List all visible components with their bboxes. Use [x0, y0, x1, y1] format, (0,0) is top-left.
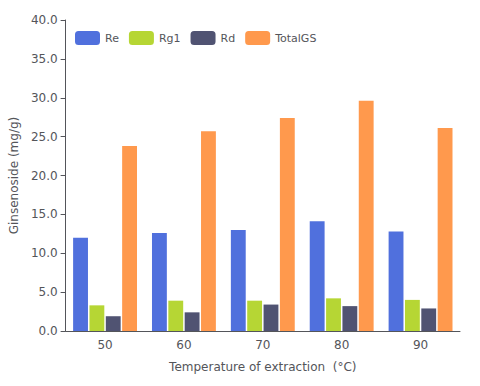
svg-text:TotalGS: TotalGS: [274, 32, 316, 45]
svg-text:80: 80: [334, 338, 349, 352]
svg-text:5.0: 5.0: [39, 285, 58, 299]
svg-text:Rg1: Rg1: [159, 32, 181, 45]
svg-text:Ginsenoside (mg/g): Ginsenoside (mg/g): [7, 117, 21, 235]
svg-text:0.0: 0.0: [39, 324, 58, 338]
svg-text:25.0: 25.0: [31, 130, 58, 144]
svg-text:70: 70: [255, 338, 270, 352]
svg-text:90: 90: [413, 338, 428, 352]
svg-text:60: 60: [176, 338, 191, 352]
svg-text:Temperature of extraction (°C: Temperature of extraction (°C): [168, 360, 356, 374]
svg-text:20.0: 20.0: [31, 169, 58, 183]
svg-text:35.0: 35.0: [31, 52, 58, 66]
svg-text:50: 50: [97, 338, 112, 352]
svg-text:15.0: 15.0: [31, 207, 58, 221]
svg-text:Re: Re: [105, 32, 119, 45]
svg-text:30.0: 30.0: [31, 91, 58, 105]
svg-text:Rd: Rd: [221, 32, 236, 45]
svg-text:40.0: 40.0: [31, 13, 58, 27]
svg-text:10.0: 10.0: [31, 246, 58, 260]
